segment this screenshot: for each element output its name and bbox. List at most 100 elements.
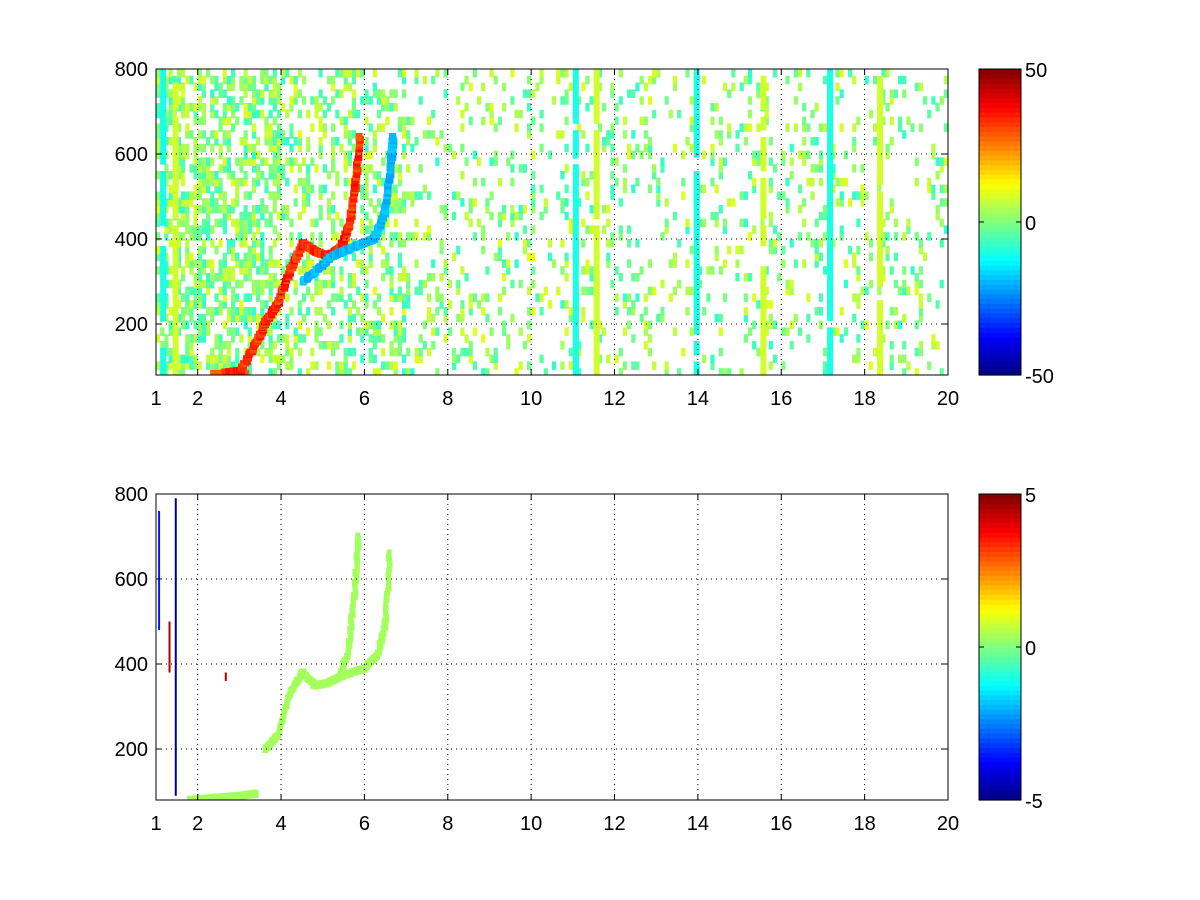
noise-cell [260, 211, 265, 221]
noise-cell [914, 279, 919, 289]
noise-column-cell [572, 273, 579, 287]
noise-cell [239, 96, 244, 105]
noise-cell [193, 184, 198, 194]
noise-cell [856, 347, 861, 357]
colorbar-segment [979, 737, 1021, 744]
noise-cell [627, 259, 632, 268]
noise-cell [401, 191, 407, 200]
noise-cell [372, 205, 377, 214]
noise-cell [331, 232, 336, 241]
noise-cell [289, 239, 294, 248]
noise-cell [176, 245, 182, 255]
noise-cell [468, 82, 473, 92]
noise-cell [831, 150, 836, 160]
noise-cell [189, 191, 194, 200]
noise-cell [247, 307, 252, 316]
noise-cell [635, 273, 640, 282]
noise-cell [164, 164, 169, 173]
noise-cell [535, 82, 540, 92]
noise-cell [518, 205, 523, 214]
noise-cell [176, 361, 182, 370]
noise-cell [610, 130, 615, 139]
colorbar-segment [979, 303, 1021, 309]
noise-cell [264, 218, 269, 228]
noise-cell [831, 164, 836, 173]
noise-cell [247, 82, 252, 92]
noise-cell [318, 307, 323, 316]
noise-cell [722, 157, 728, 166]
noise-cell [647, 320, 653, 330]
noise-cell [397, 171, 402, 180]
noise-cell [164, 75, 169, 85]
noise-cell [747, 327, 753, 336]
noise-cell [331, 75, 336, 85]
noise-cell [472, 198, 477, 207]
noise-cell [447, 279, 452, 289]
noise-cell [814, 259, 819, 268]
noise-column-cell [172, 171, 179, 185]
noise-cell [260, 89, 265, 98]
colorbar-segment [979, 236, 1021, 242]
noise-cell [889, 354, 894, 364]
colorbar-segment [979, 69, 1021, 75]
noise-cell [335, 293, 340, 302]
noise-cell [497, 218, 503, 228]
noise-cell [710, 116, 715, 126]
noise-cell [226, 341, 232, 350]
x-tick-label: 8 [442, 813, 453, 835]
noise-cell [389, 320, 394, 330]
noise-cell [189, 354, 194, 364]
noise-cell [822, 211, 828, 221]
noise-cell [943, 225, 948, 234]
noise-column-cell [172, 307, 179, 321]
noise-cell [839, 177, 844, 187]
noise-cell [556, 286, 561, 296]
noise-cell [210, 361, 215, 370]
noise-cell [381, 157, 386, 166]
noise-cell [522, 164, 528, 173]
noise-column-cell [760, 116, 767, 131]
noise-cell [197, 252, 202, 262]
noise-cell [481, 307, 486, 316]
noise-cell [772, 245, 778, 255]
noise-cell [902, 341, 907, 350]
noise-cell [610, 239, 615, 248]
noise-cell [431, 130, 436, 139]
noise-cell [247, 259, 252, 268]
noise-cell [677, 368, 682, 375]
noise-column-cell [593, 69, 600, 83]
noise-cell [189, 259, 194, 268]
colorbar-segment [979, 670, 1021, 677]
noise-cell [164, 225, 169, 234]
noise-cell [389, 89, 394, 98]
noise-cell [747, 96, 753, 105]
noise-cell [414, 218, 419, 228]
noise-cell [868, 252, 873, 262]
noise-cell [501, 327, 507, 336]
noise-cell [156, 75, 161, 85]
colorbar-segment [979, 613, 1021, 619]
noise-column-cell [877, 191, 884, 206]
noise-cell [156, 191, 161, 200]
noise-cell [235, 313, 240, 323]
noise-cell [581, 286, 586, 296]
noise-cell [268, 341, 273, 350]
colorbar-segment [979, 365, 1021, 371]
noise-cell [489, 116, 494, 126]
noise-column-cell [593, 103, 600, 117]
x-tick-label: 8 [442, 388, 453, 410]
noise-cell [839, 89, 844, 98]
noise-cell [285, 341, 290, 350]
noise-cell [868, 279, 873, 289]
noise-cell [814, 137, 819, 146]
colorbar-segment [979, 92, 1021, 99]
noise-cell [247, 293, 252, 302]
noise-cell [210, 225, 215, 234]
colorbar-segment [979, 116, 1021, 123]
noise-column-cell [827, 191, 834, 206]
noise-cell [743, 218, 748, 228]
noise-cell [656, 69, 661, 78]
noise-cell [781, 361, 786, 370]
noise-cell [718, 116, 723, 126]
noise-cell [831, 171, 836, 180]
